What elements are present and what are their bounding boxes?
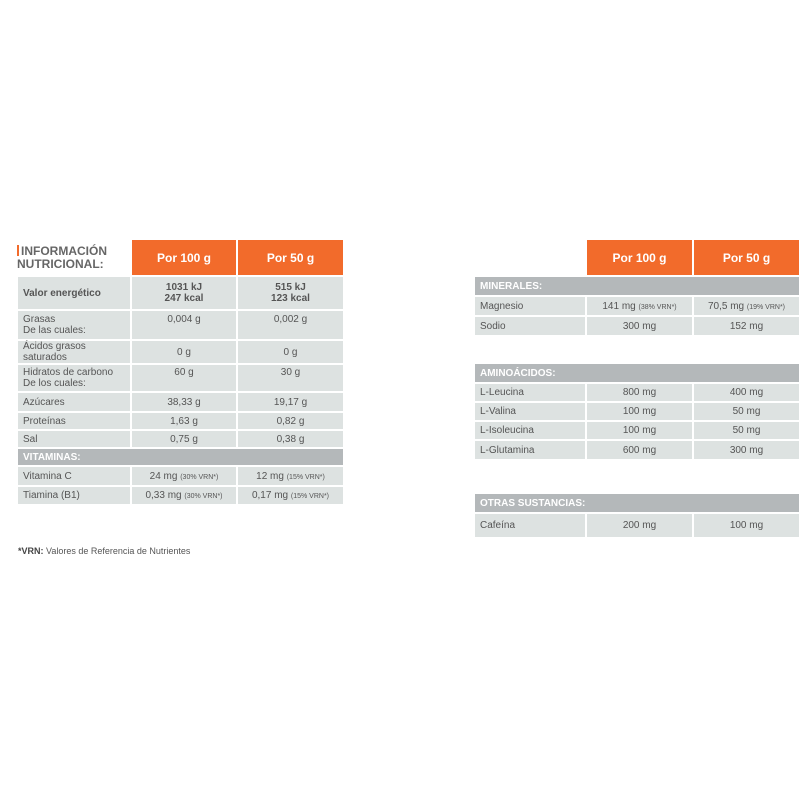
table-row: L-Isoleucina 100 mg 50 mg: [473, 420, 800, 441]
value-50g: 19,17 g: [236, 391, 345, 413]
value-50g: 100 mg: [692, 512, 800, 539]
section-header-minerals: MINERALES:: [473, 275, 800, 297]
accent-bar: [17, 244, 19, 256]
table-row: L-Glutamina 600 mg 300 mg: [473, 439, 800, 461]
section-header-amino: AMINOÁCIDOS:: [473, 362, 800, 384]
value-100g: 24 mg (30% VRN*): [130, 465, 238, 487]
footnote: *VRN: Valores de Referencia de Nutriente…: [18, 546, 191, 556]
value-100g: 60 g: [130, 363, 238, 393]
table-row: Cafeína 200 mg 100 mg: [473, 512, 800, 539]
nutrition-table: INFORMACIÓN NUTRICIONAL: Por 100 g Por 50…: [16, 240, 345, 506]
value-100g: 200 mg: [585, 512, 694, 539]
spacer: [474, 336, 800, 363]
row-label: L-Leucina: [473, 382, 587, 403]
row-label: Azúcares: [16, 391, 132, 413]
row-label: Proteínas: [16, 411, 132, 431]
table-row: Valor energético 1031 kJ 247 kcal 515 kJ 1…: [16, 275, 345, 311]
row-label: Vitamina C: [16, 465, 132, 487]
value-100g: 0,33 mg (30% VRN*): [130, 485, 238, 506]
value-100g: 600 mg: [585, 439, 694, 461]
row-label: L-Valina: [473, 401, 587, 422]
value-100g: 141 mg (38% VRN*): [585, 295, 694, 317]
value-50g: 0,38 g: [236, 429, 345, 449]
value-50g: 30 g: [236, 363, 345, 393]
value-100g: 1,63 g: [130, 411, 238, 431]
row-label: Sodio: [473, 315, 587, 337]
value-100g: 1031 kJ 247 kcal: [130, 275, 238, 311]
table-row: Vitamina C 24 mg (30% VRN*) 12 mg (15% V…: [16, 465, 345, 487]
value-50g: 300 mg: [692, 439, 800, 461]
title-line2: NUTRICIONAL:: [17, 256, 104, 271]
value-50g: 0 g: [236, 339, 345, 365]
table-row: Grasas De las cuales: 0,004 g 0,002 g: [16, 309, 345, 341]
table-row: Sodio 300 mg 152 mg: [473, 315, 800, 337]
value-100g: 38,33 g: [130, 391, 238, 413]
header-per-100g: Por 100 g: [130, 240, 238, 277]
value-50g: 50 mg: [692, 401, 800, 422]
table-row: Ácidos grasos saturados 0 g 0 g: [16, 339, 345, 365]
value-50g: 0,17 mg (15% VRN*): [236, 485, 345, 506]
row-label: Cafeína: [473, 512, 587, 539]
row-label: L-Glutamina: [473, 439, 587, 461]
value-50g: 515 kJ 123 kcal: [236, 275, 345, 311]
row-label: Hidratos de carbono De los cuales:: [16, 363, 132, 393]
value-50g: 50 mg: [692, 420, 800, 441]
table-row: Proteínas 1,63 g 0,82 g: [16, 411, 345, 431]
value-50g: 0,002 g: [236, 309, 345, 341]
header-per-100g: Por 100 g: [585, 240, 694, 277]
table-row: L-Leucina 800 mg 400 mg: [473, 382, 800, 403]
value-100g: 300 mg: [585, 315, 694, 337]
header-per-50g: Por 50 g: [236, 240, 345, 277]
blank-cell: [474, 240, 586, 276]
section-header-other: OTRAS SUSTANCIAS:: [473, 492, 800, 514]
value-50g: 400 mg: [692, 382, 800, 403]
table-row: L-Valina 100 mg 50 mg: [473, 401, 800, 422]
value-50g: 0,82 g: [236, 411, 345, 431]
table-row: Magnesio 141 mg (38% VRN*) 70,5 mg (19% …: [473, 295, 800, 317]
value-50g: 12 mg (15% VRN*): [236, 465, 345, 487]
row-label: Tiamina (B1): [16, 485, 132, 506]
row-label: Ácidos grasos saturados: [16, 339, 132, 365]
row-label: Magnesio: [473, 295, 587, 317]
value-100g: 800 mg: [585, 382, 694, 403]
title-line1: INFORMACIÓN: [21, 243, 107, 258]
minerals-amino-table: Por 100 g Por 50 g MINERALES: Magnesio 1…: [473, 240, 800, 539]
table-title: INFORMACIÓN NUTRICIONAL:: [17, 240, 131, 276]
section-header-vitamins: VITAMINAS:: [16, 447, 345, 467]
value-100g: 100 mg: [585, 401, 694, 422]
spacer: [474, 460, 800, 493]
row-label: L-Isoleucina: [473, 420, 587, 441]
value-100g: 100 mg: [585, 420, 694, 441]
row-label: Sal: [16, 429, 132, 449]
table-row: Sal 0,75 g 0,38 g: [16, 429, 345, 449]
header-per-50g: Por 50 g: [692, 240, 800, 277]
row-label: Valor energético: [16, 275, 132, 311]
value-100g: 0,004 g: [130, 309, 238, 341]
value-100g: 0,75 g: [130, 429, 238, 449]
table-row: Hidratos de carbono De los cuales: 60 g 3…: [16, 363, 345, 393]
row-label: Grasas De las cuales:: [16, 309, 132, 341]
value-100g: 0 g: [130, 339, 238, 365]
value-50g: 70,5 mg (19% VRN*): [692, 295, 800, 317]
table-row: Azúcares 38,33 g 19,17 g: [16, 391, 345, 413]
table-row: Tiamina (B1) 0,33 mg (30% VRN*) 0,17 mg …: [16, 485, 345, 506]
value-50g: 152 mg: [692, 315, 800, 337]
